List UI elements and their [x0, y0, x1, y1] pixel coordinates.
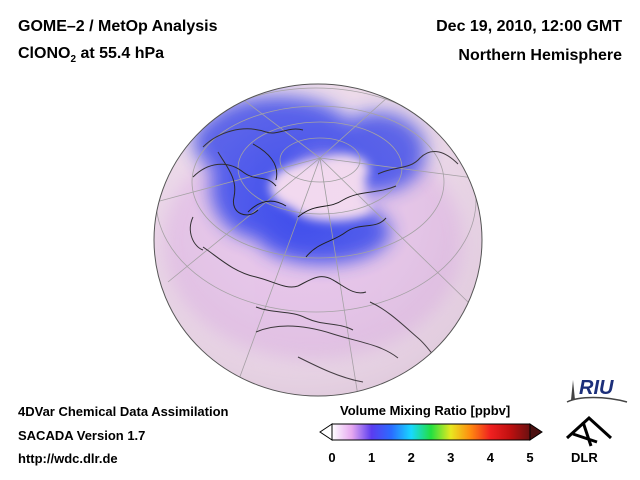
species-subscript: 2 [70, 54, 77, 66]
colorbar-body [331, 423, 531, 441]
website-link[interactable]: http://wdc.dlr.de [18, 451, 118, 466]
colorbar-tick-label: 4 [486, 450, 494, 465]
colorbar-tick-label: 1 [367, 450, 376, 465]
colorbar-tick-label: 3 [447, 450, 455, 465]
dlr-logo-text: DLR [571, 450, 598, 465]
colorbar-over-arrow [529, 423, 543, 441]
colorbar-under-arrow [319, 423, 333, 441]
riu-logo: RIU [566, 377, 628, 403]
analysis-date: Dec 19, 2010, 12:00 GMT [436, 18, 622, 35]
hemisphere-label: Northern Hemisphere [458, 47, 622, 64]
colorbar-tick-label: 2 [407, 450, 415, 465]
species-name: ClONO [18, 45, 71, 62]
dlr-logo: DLR [565, 415, 613, 465]
map-title: GOME–2 / MetOp Analysis [18, 18, 218, 35]
globe-map [153, 83, 483, 397]
map-subtitle: ClONO2 at 55.4 hPa [18, 45, 164, 65]
colorbar-tick-label: 0 [328, 450, 336, 465]
pressure-level: at 55.4 hPa [76, 45, 165, 62]
globe-outline [153, 83, 483, 397]
colorbar [319, 423, 543, 441]
assimilation-label: 4DVar Chemical Data Assimilation [18, 404, 229, 419]
colorbar-tick-label: 5 [526, 450, 534, 465]
riu-logo-text: RIU [579, 377, 614, 399]
version-label: SACADA Version 1.7 [18, 428, 146, 443]
colorbar-title: Volume Mixing Ratio [ppbv] [340, 403, 511, 418]
